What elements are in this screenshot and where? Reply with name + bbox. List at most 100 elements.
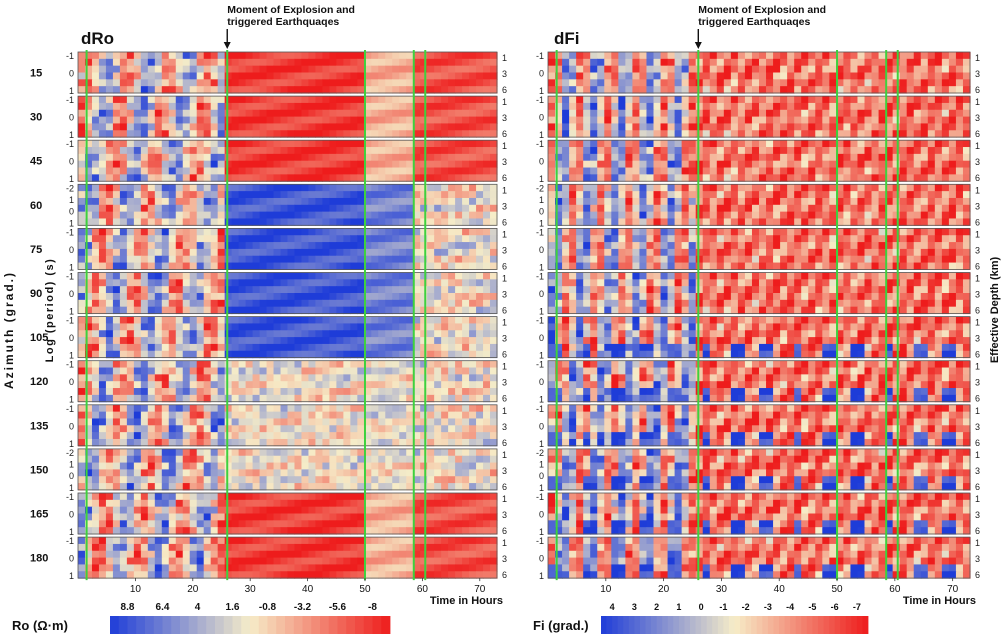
heatmap-cell <box>105 404 114 413</box>
heatmap-cell <box>611 96 619 104</box>
heatmap-cell <box>350 228 358 236</box>
heatmap-cell <box>892 72 901 80</box>
heatmap-cell <box>364 109 372 118</box>
heatmap-cell <box>441 167 449 175</box>
right-tick-label: 1 <box>502 318 507 328</box>
heatmap-cell <box>168 550 177 559</box>
heatmap-cell <box>378 306 386 315</box>
heatmap-cell <box>98 343 107 352</box>
heatmap-cell <box>392 350 400 359</box>
heatmap-cell <box>217 330 226 338</box>
heatmap-cell <box>301 367 310 375</box>
heatmap-cell <box>231 557 240 566</box>
heatmap-cell <box>105 506 114 515</box>
heatmap-cell <box>392 65 400 74</box>
heatmap-cell <box>175 506 184 515</box>
right-tick-label: 6 <box>502 85 507 95</box>
heatmap-cell <box>259 160 268 169</box>
heatmap-cell <box>357 462 365 470</box>
heatmap-cell <box>667 86 676 94</box>
right-tick-label: 1 <box>502 494 507 504</box>
heatmap-cell <box>84 476 93 484</box>
heatmap-cell <box>364 130 372 138</box>
heatmap-cell <box>210 418 219 426</box>
heatmap-cell <box>406 197 414 206</box>
heatmap-cell <box>238 483 247 491</box>
heatmap-cell <box>161 211 170 220</box>
heatmap-cell <box>203 79 212 87</box>
heatmap-cell <box>182 58 191 67</box>
heatmap-cell <box>245 557 254 566</box>
heatmap-cell <box>112 543 121 552</box>
heatmap-cell <box>217 543 226 552</box>
heatmap-cell <box>217 306 226 315</box>
heatmap-cell <box>280 79 289 87</box>
heatmap-cell <box>84 404 93 413</box>
heatmap-cell <box>469 323 477 331</box>
right-tick-label: 6 <box>502 350 507 360</box>
heatmap-cell <box>371 211 379 220</box>
heatmap-cell <box>224 167 233 175</box>
heatmap-cell <box>266 79 275 87</box>
heatmap-cell <box>231 160 240 169</box>
heatmap-cell <box>927 86 936 94</box>
heatmap-cell <box>84 571 93 579</box>
heatmap-cell <box>224 499 233 508</box>
heatmap-cell <box>329 374 337 382</box>
heatmap-cell <box>843 58 852 67</box>
heatmap-cell <box>660 58 669 67</box>
heatmap-cell <box>273 343 282 352</box>
heatmap-cell <box>189 293 198 301</box>
heatmap-cell <box>175 65 184 74</box>
heatmap-cell <box>273 557 282 566</box>
heatmap-cell <box>490 425 498 433</box>
heatmap-cell <box>906 96 915 104</box>
heatmap-cell <box>427 147 435 155</box>
heatmap-cell <box>850 86 859 94</box>
heatmap-cell <box>371 130 379 138</box>
heatmap-cell <box>476 184 484 192</box>
heatmap-cell <box>238 493 247 501</box>
heatmap-cell <box>210 571 219 579</box>
heatmap-cell <box>147 513 156 521</box>
heatmap-cell <box>413 381 421 389</box>
heatmap-cell <box>126 337 135 345</box>
heatmap-cell <box>364 499 372 508</box>
heatmap-cell <box>133 543 142 552</box>
heatmap-cell <box>808 96 816 104</box>
heatmap-cell <box>413 218 421 226</box>
x-tick-label: 30 <box>245 584 257 595</box>
heatmap-cell <box>723 65 732 74</box>
heatmap-cell <box>350 448 358 457</box>
heatmap-cell <box>259 279 268 287</box>
heatmap-cell <box>280 343 289 352</box>
heatmap-cell <box>829 102 837 111</box>
heatmap-cell <box>105 58 114 67</box>
heatmap-cell <box>280 557 289 566</box>
heatmap-cell <box>646 65 655 74</box>
heatmap-cell <box>392 404 400 413</box>
heatmap-cell <box>371 123 379 131</box>
heatmap-cell <box>168 513 177 521</box>
heatmap-cell <box>78 79 86 87</box>
heatmap-cell <box>91 279 100 287</box>
heatmap-cell <box>112 184 121 192</box>
heatmap-cell <box>483 374 491 382</box>
heatmap-cell <box>730 52 739 60</box>
heatmap-cell <box>455 337 463 345</box>
heatmap-cell <box>490 537 498 545</box>
heatmap-cell <box>84 520 93 528</box>
heatmap-cell <box>399 350 407 359</box>
heatmap-cell <box>105 272 114 280</box>
heatmap-cell <box>357 242 365 250</box>
heatmap-cell <box>252 537 261 545</box>
heatmap-cell <box>448 191 456 199</box>
heatmap-cell <box>483 537 491 545</box>
heatmap-cell <box>329 147 337 155</box>
heatmap-cell <box>210 96 219 104</box>
heatmap-cell <box>196 543 205 552</box>
heatmap-cell <box>91 418 100 426</box>
heatmap-cell <box>294 394 303 403</box>
heatmap-cell <box>822 72 830 80</box>
